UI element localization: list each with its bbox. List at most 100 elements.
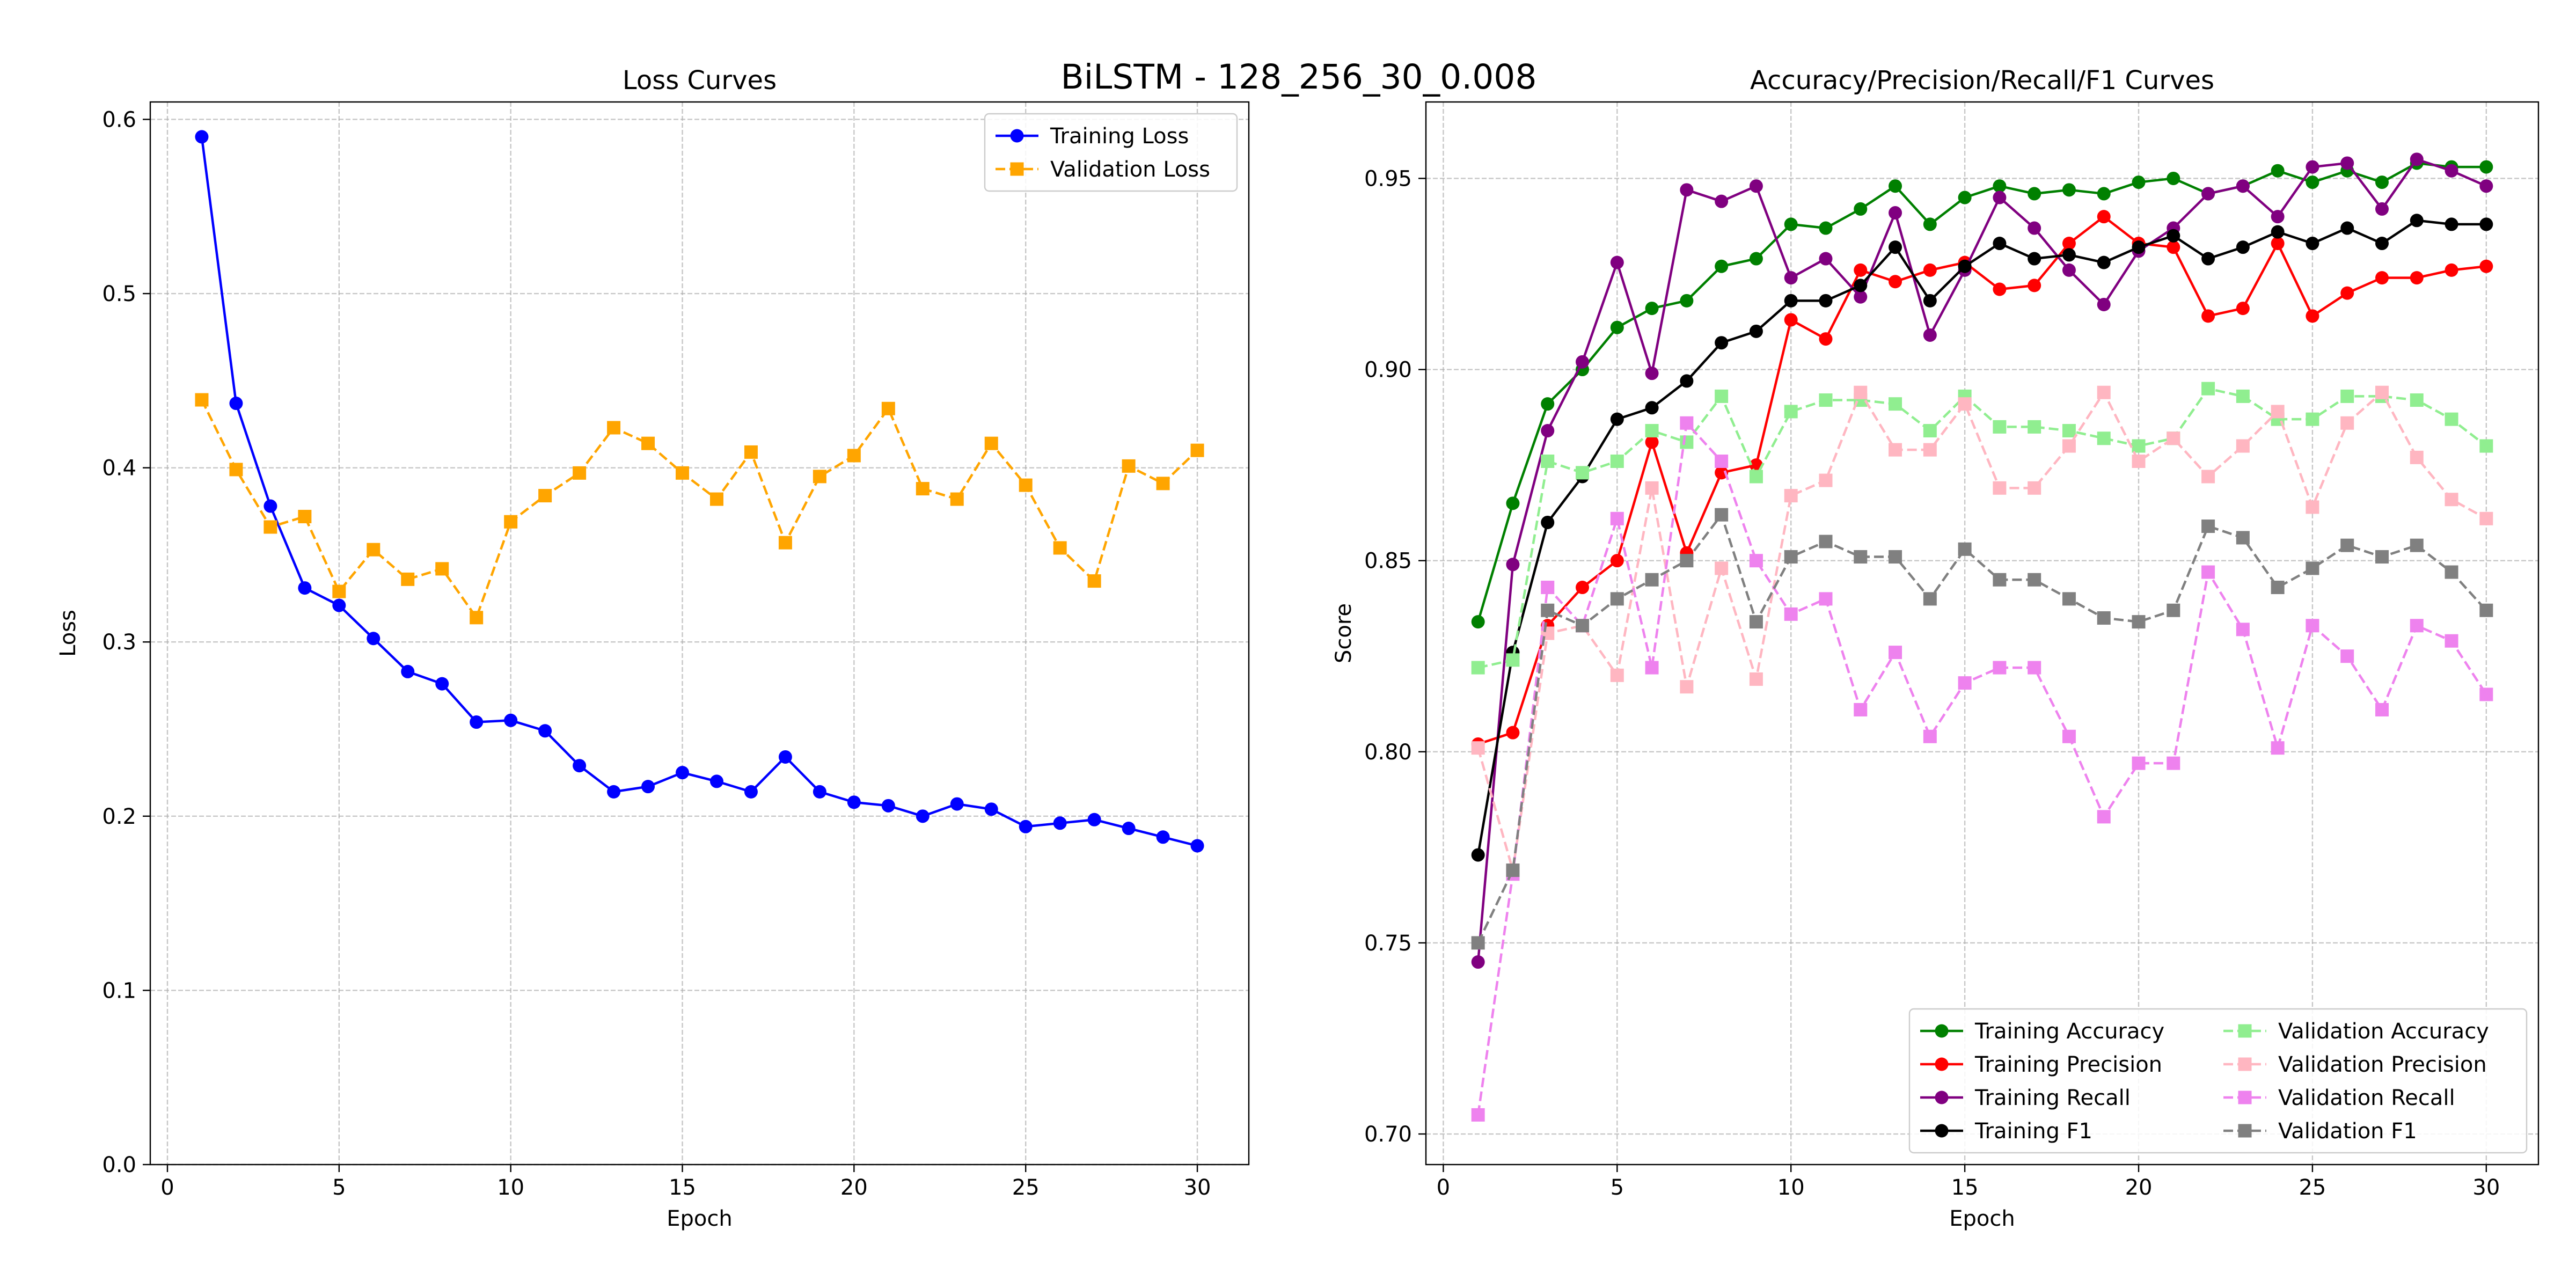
panel1-validation-recall-point bbox=[1784, 607, 1798, 621]
panel0-legend-validation-loss-label: Validation Loss bbox=[1050, 157, 1210, 182]
panel0-y-axis-label: Loss bbox=[56, 610, 80, 657]
panel1-training-recall-point bbox=[2375, 202, 2389, 216]
panel0-x-tick-label: 5 bbox=[332, 1175, 346, 1200]
panel1-validation-accuracy-point bbox=[2306, 412, 2319, 426]
panel1-validation-precision-point bbox=[1749, 672, 1763, 686]
panel0-validation-loss-point bbox=[984, 436, 998, 450]
panel1-training-f1-point bbox=[2271, 225, 2285, 239]
panel1-validation-recall-point bbox=[2479, 687, 2493, 701]
panel1-validation-accuracy-point bbox=[2410, 393, 2424, 407]
panel1-training-precision-point bbox=[2062, 237, 2076, 251]
panel1-validation-precision-point bbox=[1715, 561, 1729, 575]
panel1-validation-recall-point bbox=[1715, 454, 1729, 468]
panel1-validation-recall-point bbox=[1645, 661, 1659, 675]
panel1-axes-frame bbox=[1425, 101, 2540, 1166]
panel1-training-f1-point bbox=[1541, 515, 1555, 529]
panel0-training-loss-point bbox=[778, 750, 792, 764]
panel1-validation-accuracy-point bbox=[1541, 454, 1555, 468]
panel1-training-f1-point bbox=[1958, 259, 1972, 273]
metric-curves-panel: 0 5 10 15 20 25 30 0.70 0.75 0.80 0.85 0.90 0.95 Accu… bbox=[1331, 65, 2540, 1231]
panel1-training-f1-point bbox=[2167, 229, 2180, 243]
panel1-validation-f1-point bbox=[1506, 863, 1520, 877]
panel1-validation-f1-point bbox=[1471, 936, 1485, 950]
panel1-validation-precision-point bbox=[2028, 481, 2041, 495]
panel1-training-f1-point bbox=[1749, 324, 1763, 338]
panel1-validation-precision-point bbox=[2201, 470, 2215, 484]
panel0-legend-validation-loss-marker bbox=[1010, 162, 1024, 176]
panel1-training-f1-point bbox=[1471, 848, 1485, 862]
panel0-training-loss-point bbox=[641, 780, 655, 794]
panel0-y-tick-label: 0.5 bbox=[102, 282, 136, 306]
panel0-validation-loss-point bbox=[195, 393, 209, 407]
panel0-training-loss-point bbox=[470, 715, 484, 729]
panel1-validation-accuracy-point bbox=[2028, 420, 2041, 434]
panel0-y-tick-label: 0.6 bbox=[102, 107, 136, 132]
panel0-legend-box bbox=[984, 113, 1238, 192]
panel1-training-accuracy-point bbox=[1749, 252, 1763, 266]
panel1-y-tick-label: 0.95 bbox=[1364, 166, 1412, 191]
panel0-training-loss-point bbox=[401, 664, 415, 678]
panel0-validation-loss-line bbox=[200, 399, 1198, 619]
panel1-training-precision-point bbox=[2375, 271, 2389, 285]
panel1-training-precision-line bbox=[1477, 215, 2487, 745]
panel0-validation-loss-point bbox=[1053, 541, 1067, 555]
panel1-legend-validation-f1-marker bbox=[2238, 1124, 2252, 1138]
panel1-validation-recall-point bbox=[1541, 581, 1555, 595]
panel1-validation-f1-point bbox=[2410, 538, 2424, 552]
panel1-legend-training-f1-label: Training F1 bbox=[1974, 1119, 2092, 1144]
panel1-training-recall-point bbox=[1576, 355, 1590, 369]
panel1-validation-recall-point bbox=[2028, 661, 2041, 675]
panel0-validation-loss-point bbox=[778, 536, 792, 550]
panel0-validation-loss-point bbox=[607, 421, 621, 435]
panel1-legend-training-precision-marker bbox=[1935, 1057, 1949, 1071]
panel1-validation-f1-point bbox=[2097, 611, 2111, 625]
panel1-validation-f1-point bbox=[2479, 603, 2493, 617]
panel1-validation-f1-point bbox=[2062, 592, 2076, 606]
panel1-validation-precision-point bbox=[1889, 443, 1902, 457]
panel1-legend-validation-recall-marker bbox=[2238, 1091, 2252, 1104]
panel1-training-recall-point bbox=[2410, 152, 2424, 166]
panel1-training-recall-point bbox=[2201, 187, 2215, 201]
figure-suptitle: BiLSTM - 128_256_30_0.008 bbox=[1061, 57, 1537, 97]
panel1-validation-recall-point bbox=[1993, 661, 2007, 675]
panel1-validation-accuracy-point bbox=[2201, 382, 2215, 396]
panel1-validation-f1-point bbox=[2271, 581, 2285, 595]
panel1-validation-f1-point bbox=[1958, 542, 1972, 556]
panel0-training-loss-point bbox=[195, 130, 209, 144]
panel1-training-accuracy-point bbox=[2167, 171, 2180, 185]
panel1-validation-f1-line bbox=[1477, 513, 2487, 943]
panel1-validation-accuracy-point bbox=[1993, 420, 2007, 434]
panel1-validation-f1-point bbox=[2340, 538, 2354, 552]
panel1-validation-precision-point bbox=[1784, 489, 1798, 503]
panel1-training-precision-point bbox=[2236, 302, 2250, 316]
panel1-validation-precision-point bbox=[2236, 439, 2250, 453]
panel1-validation-accuracy-point bbox=[1610, 454, 1624, 468]
panel1-validation-f1-point bbox=[2236, 531, 2250, 545]
panel1-training-precision-point bbox=[2271, 237, 2285, 251]
panel1-training-f1-point bbox=[1784, 294, 1798, 308]
panel1-validation-recall-point bbox=[1854, 702, 1868, 716]
panel1-legend-training-precision-label: Training Precision bbox=[1974, 1052, 2162, 1077]
panel1-training-f1-point bbox=[2236, 240, 2250, 254]
panel1-training-accuracy-point bbox=[2028, 187, 2041, 201]
panel0-y-tick-label: 0.2 bbox=[102, 804, 136, 829]
panel0-training-loss-point bbox=[813, 785, 826, 799]
panel0-x-tick-label: 30 bbox=[1184, 1175, 1211, 1200]
panel0-training-loss-point bbox=[1156, 830, 1170, 844]
panel1-y-tick-label: 0.90 bbox=[1364, 358, 1412, 383]
panel1-validation-precision-point bbox=[2132, 454, 2146, 468]
panel1-validation-precision-point bbox=[2445, 493, 2458, 507]
panel1-training-accuracy-point bbox=[1680, 294, 1694, 308]
panel1-training-f1-point bbox=[2201, 252, 2215, 266]
panel1-legend-training-f1-marker bbox=[1935, 1124, 1949, 1138]
panel1-validation-f1-point bbox=[2132, 615, 2146, 629]
panel1-validation-precision-point bbox=[2306, 500, 2319, 514]
panel1-chart-title: Accuracy/Precision/Recall/F1 Curves bbox=[1750, 65, 2214, 96]
panel1-training-accuracy-point bbox=[2375, 175, 2389, 189]
panel0-x-axis-label: Epoch bbox=[667, 1206, 732, 1231]
panel1-training-f1-point bbox=[2097, 255, 2111, 269]
panel1-validation-accuracy-point bbox=[1645, 424, 1659, 438]
panel1-y-tick-label: 0.75 bbox=[1364, 931, 1412, 956]
panel1-validation-accuracy-point bbox=[2445, 412, 2458, 426]
panel0-training-loss-point bbox=[1053, 816, 1067, 830]
